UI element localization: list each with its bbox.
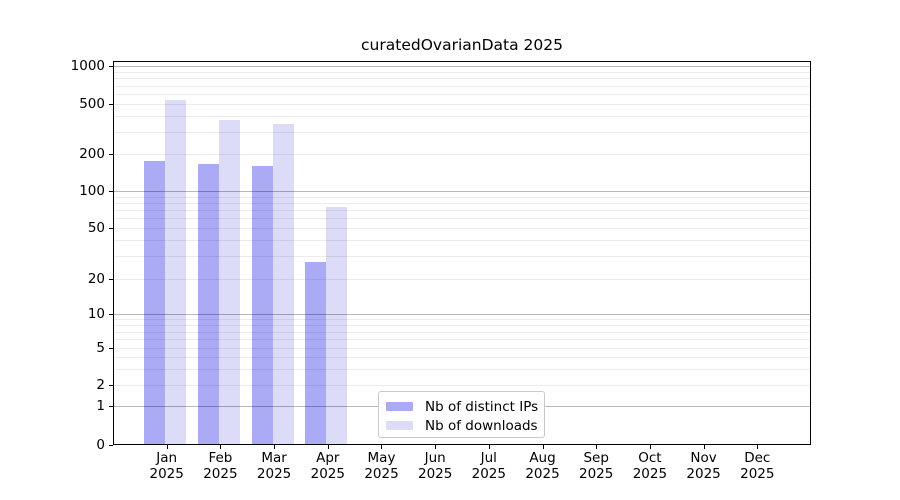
y-tick-label: 100 [79,183,105,199]
x-tick-label: Nov 2025 [686,450,721,482]
y-tick-label: 1 [96,398,105,414]
gridline-minor [113,319,811,320]
bar [197,163,219,445]
x-tick-mark [596,445,597,449]
gridline-minor [113,240,811,241]
x-tick-label: Apr 2025 [310,450,345,482]
x-tick-mark [167,445,168,449]
y-tick-mark [109,279,113,280]
y-tick-mark [109,314,113,315]
gridline-minor [113,210,811,211]
gridline-minor [113,116,811,117]
gridline-minor [113,348,811,349]
x-tick-label: Feb 2025 [203,450,238,482]
gridline-minor [113,154,811,155]
gridline-minor [113,86,811,87]
x-tick-label: May 2025 [364,450,399,482]
bar [144,161,166,445]
y-tick-label: 500 [79,96,105,112]
gridline-minor [113,256,811,257]
x-tick-label: Jun 2025 [418,450,453,482]
x-tick-mark [381,445,382,449]
x-tick-label: Aug 2025 [525,450,560,482]
gridline-minor [113,78,811,79]
gridline-minor [113,72,811,73]
bars-layer [113,61,811,445]
x-tick-mark [489,445,490,449]
gridline-minor [113,339,811,340]
legend: Nb of distinct IPs Nb of downloads [378,391,545,438]
y-tick-mark [109,154,113,155]
x-tick-mark [704,445,705,449]
y-tick-label: 20 [87,271,105,287]
y-tick-label: 2 [96,377,105,393]
gridline-minor [113,94,811,95]
gridline-minor [113,228,811,229]
y-tick-label: 0 [96,437,105,453]
bar [218,120,240,445]
gridline-major [113,66,811,67]
gridline-minor [113,218,811,219]
gridline-minor [113,357,811,358]
bar [272,123,294,445]
x-tick-mark [274,445,275,449]
y-tick-label: 5 [96,340,105,356]
x-tick-label: Jul 2025 [471,450,506,482]
gridline-major [113,191,811,192]
y-tick-mark [109,104,113,105]
y-tick-label: 200 [79,146,105,162]
bar [251,166,273,445]
y-tick-label: 1000 [70,58,105,74]
bar [326,207,348,445]
x-tick-mark [220,445,221,449]
legend-label-distinct-ips: Nb of distinct IPs [425,398,539,415]
legend-row-distinct-ips: Nb of distinct IPs [386,397,544,416]
y-tick-mark [109,406,113,407]
gridline-minor [113,332,811,333]
y-tick-mark [109,385,113,386]
y-tick-label: 50 [87,220,105,236]
gridline-major [113,314,811,315]
x-tick-mark [328,445,329,449]
gridline-minor [113,279,811,280]
gridline-minor [113,325,811,326]
grid-layer [113,61,811,445]
x-tick-label: Dec 2025 [740,450,775,482]
y-tick-mark [109,191,113,192]
gridline-minor [113,197,811,198]
gridline-minor [113,369,811,370]
bar [305,262,327,445]
legend-swatch-distinct-ips [386,402,413,411]
y-tick-mark [109,228,113,229]
x-tick-label: Jan 2025 [149,450,184,482]
gridline-minor [113,385,811,386]
gridline-minor [113,203,811,204]
x-tick-label: Oct 2025 [632,450,668,482]
legend-swatch-downloads [386,421,413,430]
y-tick-mark [109,66,113,67]
x-tick-label: Sep 2025 [579,450,614,482]
y-tick-label: 10 [87,306,105,322]
gridline-minor [113,104,811,105]
y-tick-mark [109,445,113,446]
x-tick-mark [543,445,544,449]
plot-area: 0 1 2 5 10 20 50 100 200 500 1000 Jan 2025 Feb 2025 Mar… [71,59,811,481]
x-tick-mark [435,445,436,449]
x-tick-label: Mar 2025 [256,450,292,482]
legend-row-downloads: Nb of downloads [386,416,544,435]
gridline-minor [113,132,811,133]
bar [165,100,187,445]
x-tick-mark [757,445,758,449]
x-tick-mark [650,445,651,449]
legend-label-downloads: Nb of downloads [425,417,538,434]
y-tick-mark [109,348,113,349]
chart-title: curatedOvarianData 2025 [361,36,563,54]
